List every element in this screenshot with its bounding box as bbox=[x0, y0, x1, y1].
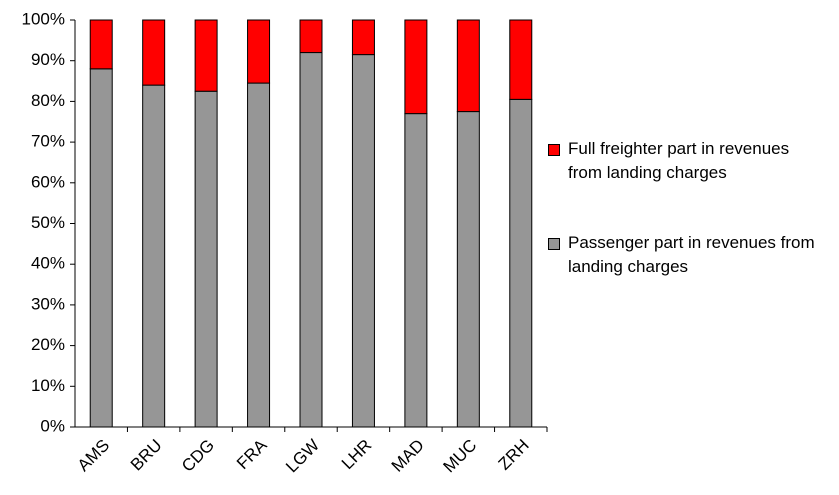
bar-segment bbox=[247, 19, 271, 84]
bar-segment bbox=[404, 113, 428, 428]
bar-segment bbox=[509, 98, 533, 428]
legend-swatch bbox=[548, 238, 560, 250]
bar-segment bbox=[351, 54, 375, 428]
bar-segment bbox=[247, 82, 271, 428]
bar-segment bbox=[456, 19, 480, 113]
bar-segment bbox=[194, 19, 218, 92]
y-tick-label: 0% bbox=[40, 416, 65, 435]
y-tick-label: 40% bbox=[31, 254, 65, 273]
bar-segment bbox=[89, 19, 113, 70]
legend-item: Passenger part in revenues from landing … bbox=[548, 231, 838, 279]
y-tick-label: 50% bbox=[31, 213, 65, 232]
y-tick-label: 70% bbox=[31, 132, 65, 151]
legend-label: Passenger part in revenues from landing … bbox=[568, 233, 815, 276]
bar-segment bbox=[142, 84, 166, 428]
bar-segment bbox=[509, 19, 533, 100]
bar-segment bbox=[404, 19, 428, 115]
x-tick-label: ZRH bbox=[495, 436, 533, 474]
y-tick-label: 60% bbox=[31, 172, 65, 191]
y-tick-label: 90% bbox=[31, 50, 65, 69]
y-tick-label: 100% bbox=[22, 9, 65, 28]
bar-segment bbox=[142, 19, 166, 86]
y-tick-label: 20% bbox=[31, 335, 65, 354]
bar-segment bbox=[299, 19, 323, 54]
y-tick-label: 10% bbox=[31, 376, 65, 395]
y-tick-label: 80% bbox=[31, 91, 65, 110]
bar-segment bbox=[351, 19, 375, 56]
x-tick-label: LGW bbox=[282, 436, 323, 477]
x-tick-label: BRU bbox=[127, 436, 166, 475]
y-tick-label: 30% bbox=[31, 294, 65, 313]
x-tick-label: FRA bbox=[233, 435, 271, 473]
x-tick-label: MUC bbox=[440, 436, 481, 477]
bar-segment bbox=[89, 68, 113, 428]
legend-item: Full freighter part in revenues from lan… bbox=[548, 137, 838, 185]
x-tick-label: MAD bbox=[388, 436, 428, 476]
x-tick-label: AMS bbox=[74, 436, 113, 475]
legend-swatch bbox=[548, 144, 560, 156]
bar-segment bbox=[194, 90, 218, 428]
x-tick-label: LHR bbox=[338, 436, 375, 473]
bar-segment bbox=[456, 111, 480, 428]
bar-segment bbox=[299, 52, 323, 428]
x-tick-label: CDG bbox=[178, 436, 218, 476]
legend-label: Full freighter part in revenues from lan… bbox=[568, 139, 790, 182]
